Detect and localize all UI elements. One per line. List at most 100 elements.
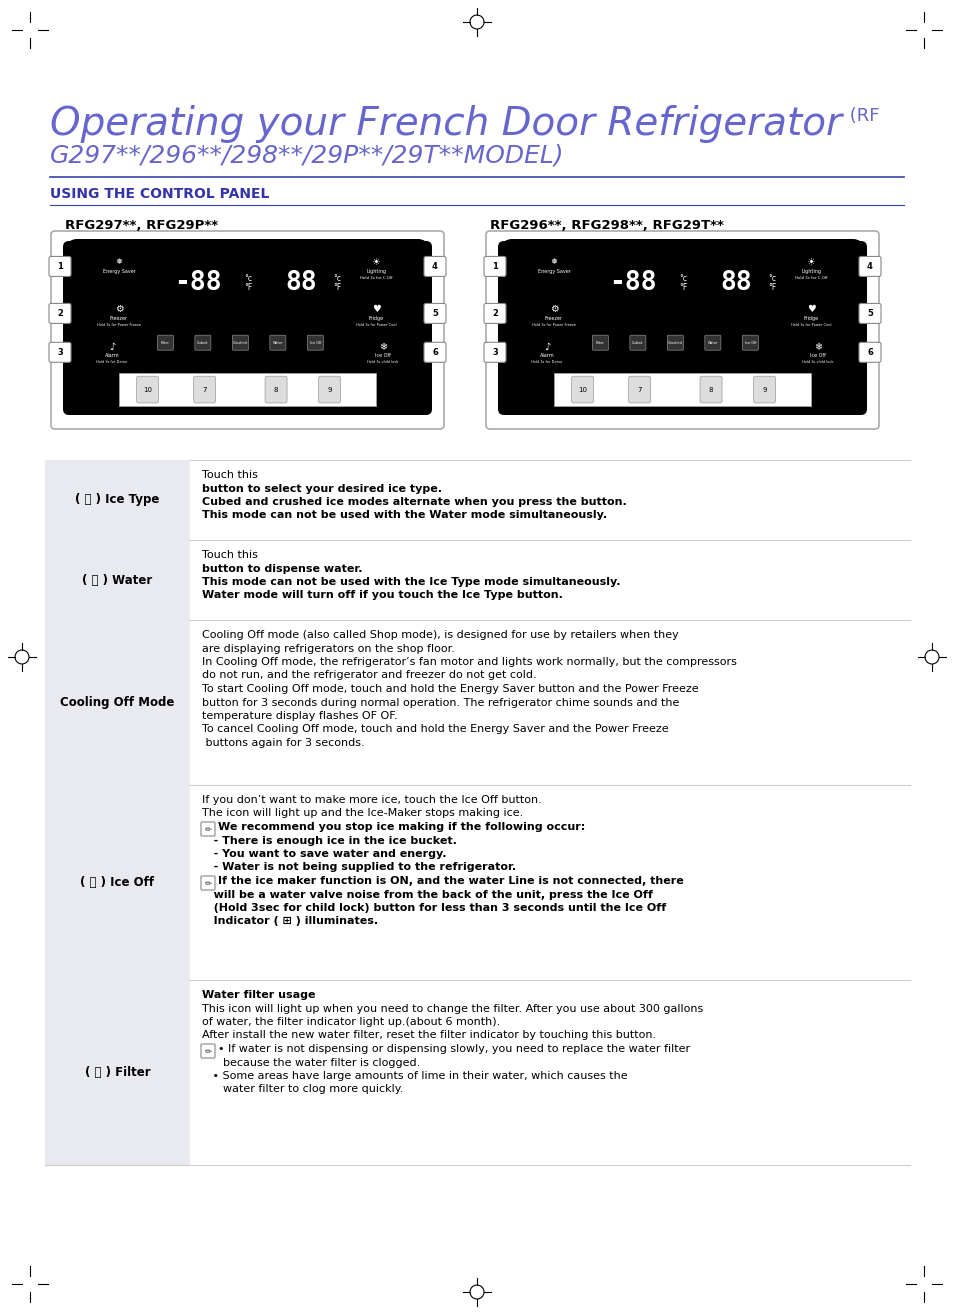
Text: To start Cooling Off mode, touch and hold the Energy Saver button and the Power : To start Cooling Off mode, touch and hol… [202, 685, 698, 694]
Text: ( ⓨ ) Ice Off: ( ⓨ ) Ice Off [80, 876, 154, 890]
Text: This mode can not be used with the Water mode simultaneously.: This mode can not be used with the Water… [202, 511, 606, 520]
Text: ❅: ❅ [550, 258, 557, 265]
Text: Hold 3s for Power Cool: Hold 3s for Power Cool [355, 323, 395, 327]
Text: Cubed: Cubed [197, 342, 209, 346]
Text: To cancel Cooling Off mode, touch and hold the Energy Saver and the Power Freeze: To cancel Cooling Off mode, touch and ho… [202, 724, 668, 735]
Text: water: water [383, 388, 396, 392]
FancyBboxPatch shape [194, 335, 211, 351]
FancyBboxPatch shape [233, 335, 248, 351]
Text: Lighting: Lighting [801, 269, 821, 273]
Text: because the water filter is clogged.: because the water filter is clogged. [202, 1058, 420, 1067]
FancyBboxPatch shape [49, 304, 71, 323]
Text: We recommend you stop ice making if the following occur:: We recommend you stop ice making if the … [218, 823, 584, 832]
Text: 3: 3 [57, 348, 63, 357]
Text: The icon will light up and the Ice-Maker stops making ice.: The icon will light up and the Ice-Maker… [202, 808, 522, 819]
Text: Hold 3s for C.Off: Hold 3s for C.Off [359, 276, 392, 280]
Text: Ice Off: Ice Off [310, 342, 321, 346]
Text: 6: 6 [866, 348, 872, 357]
Text: Filter: Filter [596, 342, 604, 346]
Text: Hold 3s child lock: Hold 3s child lock [367, 360, 398, 364]
Text: °F: °F [244, 283, 252, 292]
Text: Crushed: Crushed [233, 342, 248, 346]
FancyBboxPatch shape [270, 335, 286, 351]
Bar [45, 620, 190, 784]
Bar [45, 460, 190, 540]
Text: Touch this: Touch this [202, 470, 261, 480]
Bar [554, 373, 810, 406]
Text: are displaying refrigerators on the shop floor.: are displaying refrigerators on the shop… [202, 644, 455, 653]
Text: ( ⓧ ) Water: ( ⓧ ) Water [82, 573, 152, 586]
Text: ☀: ☀ [372, 256, 380, 267]
Text: RFG297**, RFG29P**: RFG297**, RFG29P** [65, 219, 218, 233]
Text: °F: °F [767, 283, 776, 292]
Text: Fridge: Fridge [802, 315, 818, 321]
Text: If you don’t want to make more ice, touch the Ice Off button.: If you don’t want to make more ice, touc… [202, 795, 541, 805]
Text: °c: °c [679, 275, 686, 283]
Text: 9: 9 [327, 386, 332, 393]
Text: ♪: ♪ [109, 343, 115, 352]
Text: 5: 5 [432, 309, 437, 318]
Text: Energy Saver: Energy Saver [102, 269, 135, 273]
Text: - You want to save water and energy.: - You want to save water and energy. [202, 849, 446, 859]
FancyBboxPatch shape [63, 240, 432, 415]
Text: Indicator ( ⊞ ) illuminates.: Indicator ( ⊞ ) illuminates. [202, 916, 377, 926]
Bar [45, 540, 190, 620]
Text: Ice Off: Ice Off [375, 353, 391, 357]
Text: Water filter usage: Water filter usage [202, 989, 315, 1000]
FancyBboxPatch shape [318, 376, 340, 403]
Text: 6: 6 [432, 348, 437, 357]
Text: Ice Off: Ice Off [743, 342, 756, 346]
Text: This icon will light up when you need to change the filter. After you use about : This icon will light up when you need to… [202, 1004, 702, 1013]
Text: Water mode will turn off if you touch the Ice Type button.: Water mode will turn off if you touch th… [202, 590, 562, 600]
Text: water: water [818, 388, 831, 392]
FancyBboxPatch shape [700, 376, 721, 403]
Text: button to select your desired ice type.: button to select your desired ice type. [202, 484, 441, 494]
Text: Cubed: Cubed [632, 342, 643, 346]
Text: Crushed: Crushed [667, 342, 682, 346]
Text: - Water is not being supplied to the refrigerator.: - Water is not being supplied to the ref… [202, 862, 516, 872]
FancyBboxPatch shape [157, 335, 173, 351]
Text: °F: °F [679, 283, 686, 292]
FancyBboxPatch shape [423, 343, 446, 363]
Text: ✏: ✏ [204, 1046, 212, 1055]
Text: 10: 10 [578, 386, 586, 393]
Text: Ice type: Ice type [83, 388, 103, 392]
FancyBboxPatch shape [592, 335, 608, 351]
Text: This mode can not be used with the Ice Type mode simultaneously.: This mode can not be used with the Ice T… [202, 577, 619, 587]
Text: RFG296**, RFG298**, RFG29T**: RFG296**, RFG298**, RFG29T** [490, 219, 723, 233]
Text: Touch this: Touch this [202, 551, 261, 560]
Text: Water: Water [707, 342, 718, 346]
Text: ❄: ❄ [378, 343, 387, 352]
Text: Ice Off: Ice Off [809, 353, 825, 357]
FancyBboxPatch shape [49, 256, 71, 276]
Text: Cubed and crushed ice modes alternate when you press the button.: Cubed and crushed ice modes alternate wh… [202, 497, 626, 507]
Text: 1: 1 [492, 261, 497, 271]
Text: ☀: ☀ [806, 256, 815, 267]
Text: ⚙: ⚙ [549, 304, 558, 314]
Text: Alarm: Alarm [105, 353, 119, 357]
Text: do not run, and the refrigerator and freezer do not get cold.: do not run, and the refrigerator and fre… [202, 670, 536, 681]
FancyBboxPatch shape [307, 335, 323, 351]
Text: Cooling Off mode (also called Shop mode), is designed for use by retailers when : Cooling Off mode (also called Shop mode)… [202, 629, 678, 640]
Text: ♪: ♪ [543, 343, 549, 352]
FancyBboxPatch shape [136, 376, 158, 403]
Text: 5: 5 [866, 309, 872, 318]
FancyBboxPatch shape [483, 343, 505, 363]
Text: Hold 3s for Power Cool: Hold 3s for Power Cool [790, 323, 830, 327]
Text: Alarm: Alarm [539, 353, 554, 357]
Text: (Hold 3sec for child lock) button for less than 3 seconds until the Ice Off: (Hold 3sec for child lock) button for le… [202, 903, 665, 913]
Text: • Some areas have large amounts of lime in their water, which causes the: • Some areas have large amounts of lime … [202, 1071, 627, 1081]
Text: ♥: ♥ [372, 304, 380, 314]
Text: 88: 88 [285, 269, 316, 296]
Text: ❅: ❅ [115, 258, 122, 265]
Text: temperature display flashes OF OF.: temperature display flashes OF OF. [202, 711, 397, 721]
Text: °c: °c [244, 275, 252, 283]
FancyBboxPatch shape [628, 376, 650, 403]
FancyBboxPatch shape [704, 335, 720, 351]
Text: 4: 4 [432, 261, 437, 271]
Text: button for 3 seconds during normal operation. The refrigerator chime sounds and : button for 3 seconds during normal opera… [202, 698, 679, 707]
Text: 8: 8 [708, 386, 713, 393]
Text: 9: 9 [761, 386, 766, 393]
Bar [45, 980, 190, 1166]
Text: 4: 4 [866, 261, 872, 271]
